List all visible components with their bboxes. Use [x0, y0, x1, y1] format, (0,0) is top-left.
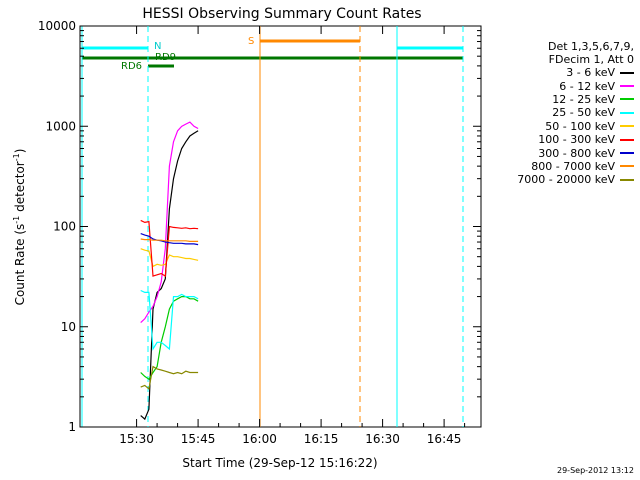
legend-swatch	[620, 125, 634, 128]
ticks-layer: 15:30 15:45 16:00 16:15 16:30 16:45 1 10 100 1000…	[38, 19, 481, 446]
y-tick-label: 10000	[38, 19, 76, 33]
y-tick-label: 10	[61, 320, 76, 334]
legend-entry-label: 800 - 7000 keV	[531, 159, 615, 173]
y-axis-label-sup1: -1	[12, 216, 21, 224]
series-line-8	[140, 365, 199, 391]
legend-entry-label: 7000 - 20000 keV	[517, 173, 615, 187]
series-line-4	[140, 248, 199, 268]
y-axis-label-main: Count Rate (s	[13, 224, 27, 306]
legend-entry: 800 - 7000 keV	[484, 160, 634, 173]
legend-entry-label: 12 - 25 keV	[552, 92, 615, 106]
legend-entry-label: 25 - 50 keV	[552, 106, 615, 120]
x-tick-label: 16:00	[242, 432, 277, 446]
legend-entry: 50 - 100 keV	[484, 120, 634, 133]
state-bars: N RD9 RD6 S	[81, 26, 464, 427]
legend-entry-label: 100 - 300 keV	[538, 133, 615, 147]
chart-title: HESSI Observing Summary Count Rates	[142, 6, 421, 22]
legend-entry: 300 - 800 keV	[484, 146, 634, 160]
series-line-6	[140, 233, 199, 246]
rd6-label: RD6	[121, 61, 142, 72]
legend-entry: 6 - 12 keV	[484, 79, 634, 93]
datestamp: 29-Sep-2012 13:12	[557, 466, 634, 475]
legend-swatch	[620, 71, 634, 74]
series-line-5	[140, 219, 199, 278]
legend: Det 1,3,5,6,7,9, FDecim 1, Att 0 3 - 6 k…	[484, 40, 634, 187]
legend-entry: 7000 - 20000 keV	[484, 173, 634, 186]
series-layer	[140, 121, 199, 421]
y-tick-label: 1	[68, 420, 76, 434]
legend-entry: 100 - 300 keV	[484, 133, 634, 146]
legend-header-1: Det 1,3,5,6,7,9,	[547, 40, 634, 53]
legend-swatch	[620, 111, 634, 114]
x-tick-label: 15:30	[119, 432, 154, 446]
y-axis-label: Count Rate (s-1 detector-1)	[12, 149, 27, 306]
x-tick-label: 15:45	[181, 432, 216, 446]
legend-header-2: FDecim 1, Att 0	[548, 53, 634, 66]
x-tick-label: 16:45	[427, 432, 462, 446]
legend-entry: 3 - 6 keV	[484, 66, 634, 79]
y-tick-label: 100	[53, 220, 76, 234]
x-tick-label: 16:15	[304, 432, 339, 446]
legend-entry-label: 300 - 800 keV	[538, 146, 615, 160]
legend-entry-label: 6 - 12 keV	[559, 79, 615, 93]
x-tick-label: 16:30	[365, 432, 400, 446]
legend-entry: 12 - 25 keV	[484, 93, 634, 106]
series-line-7	[140, 238, 199, 242]
plot-area	[79, 25, 482, 428]
legend-swatch	[620, 178, 634, 181]
legend-swatch	[620, 138, 634, 141]
series-line-3	[140, 289, 199, 351]
s-label: S	[248, 36, 254, 47]
series-line-2	[140, 296, 199, 381]
rd9-label: RD9	[155, 52, 176, 63]
legend-rows: 3 - 6 keV 6 - 12 keV 12 - 25 keV 25 - 50 ke…	[484, 66, 634, 187]
legend-swatch	[620, 165, 634, 168]
y-axis-label-mid: detector	[13, 161, 27, 216]
y-axis-label-sup2: -1	[12, 153, 21, 161]
x-axis-label: Start Time (29-Sep-12 15:16:22)	[182, 456, 377, 470]
legend-entry-label: 3 - 6 keV	[566, 66, 615, 80]
legend-swatch	[620, 98, 634, 101]
legend-entry-label: 50 - 100 keV	[545, 119, 615, 133]
legend-swatch	[620, 85, 634, 88]
n-label: N	[154, 41, 161, 52]
y-tick-label: 1000	[45, 119, 76, 133]
legend-swatch	[620, 152, 634, 155]
legend-entry: 25 - 50 keV	[484, 106, 634, 119]
y-axis-label-end: )	[13, 149, 27, 154]
